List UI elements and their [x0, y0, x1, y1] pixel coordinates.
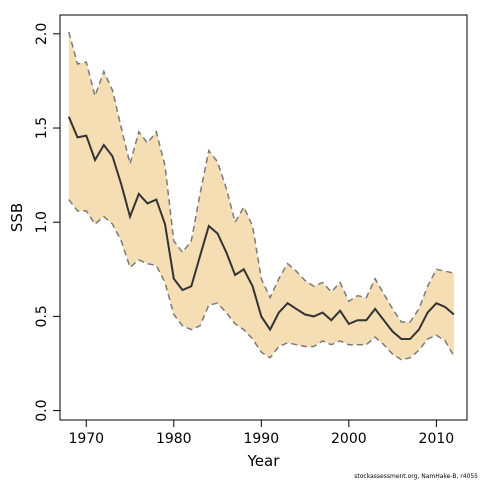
- confidence-band-upper-edge: [68, 31, 455, 323]
- confidence-band-lower-edge: [68, 199, 455, 361]
- y-tick-label: 0.5: [34, 305, 50, 327]
- confidence-band-group: [68, 31, 455, 361]
- x-tick-label: 1990: [243, 431, 279, 447]
- x-tick-label: 2000: [331, 431, 367, 447]
- y-tick-label: 1.0: [34, 211, 50, 233]
- y-axis-title: SSB: [8, 203, 26, 232]
- ssb-series-line: [67, 116, 455, 340]
- x-axis-title: Year: [247, 452, 281, 470]
- x-tick-label: 2010: [419, 431, 455, 447]
- confidence-band: [68, 32, 454, 360]
- y-tick-label: 2.0: [34, 23, 50, 45]
- y-tick-label: 1.5: [34, 117, 50, 139]
- x-tick-label: 1980: [156, 431, 192, 447]
- footnote: stockassessment.org, NamHake-B, r4055: [354, 473, 478, 480]
- x-tick-label: 1970: [68, 431, 104, 447]
- y-tick-label: 0.0: [34, 399, 50, 421]
- y-axis: 0.0 0.5 1.0 1.5 2.0: [34, 23, 61, 422]
- x-axis: 1970 1980 1990 2000 2010: [68, 419, 455, 447]
